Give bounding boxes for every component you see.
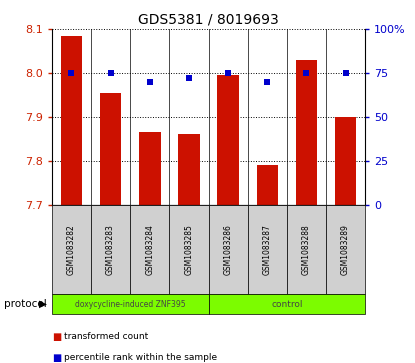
Bar <box>52 205 91 294</box>
Text: ■: ■ <box>52 331 61 342</box>
Point <box>146 79 153 85</box>
Text: GSM1083285: GSM1083285 <box>184 224 193 275</box>
Point <box>342 70 349 76</box>
Point <box>303 70 310 76</box>
Bar <box>61 36 82 205</box>
Text: control: control <box>271 299 303 309</box>
Bar <box>52 294 209 314</box>
Text: transformed count: transformed count <box>64 332 149 341</box>
Bar <box>217 75 239 205</box>
Text: GSM1083283: GSM1083283 <box>106 224 115 275</box>
Text: GSM1083288: GSM1083288 <box>302 224 311 275</box>
Bar <box>335 117 356 205</box>
Bar <box>130 205 169 294</box>
Bar <box>209 205 248 294</box>
Bar <box>91 205 130 294</box>
Point <box>68 70 75 76</box>
Point <box>264 79 271 85</box>
Bar <box>209 294 365 314</box>
Bar <box>326 205 365 294</box>
Bar <box>248 205 287 294</box>
Text: GSM1083284: GSM1083284 <box>145 224 154 275</box>
Bar <box>100 93 122 205</box>
Text: percentile rank within the sample: percentile rank within the sample <box>64 353 217 362</box>
Text: GSM1083286: GSM1083286 <box>224 224 233 275</box>
Text: GSM1083282: GSM1083282 <box>67 224 76 275</box>
Bar <box>178 134 200 205</box>
Point <box>225 70 232 76</box>
Text: GSM1083289: GSM1083289 <box>341 224 350 275</box>
Text: ▶: ▶ <box>39 299 46 309</box>
Point <box>107 70 114 76</box>
Text: ■: ■ <box>52 352 61 363</box>
Bar <box>139 132 161 205</box>
Text: doxycycline-induced ZNF395: doxycycline-induced ZNF395 <box>75 299 186 309</box>
Bar <box>287 205 326 294</box>
Bar <box>256 166 278 205</box>
Bar <box>169 205 209 294</box>
Text: protocol: protocol <box>4 299 47 309</box>
Bar <box>295 60 317 205</box>
Text: GSM1083287: GSM1083287 <box>263 224 272 275</box>
Title: GDS5381 / 8019693: GDS5381 / 8019693 <box>138 12 279 26</box>
Point <box>186 76 192 81</box>
